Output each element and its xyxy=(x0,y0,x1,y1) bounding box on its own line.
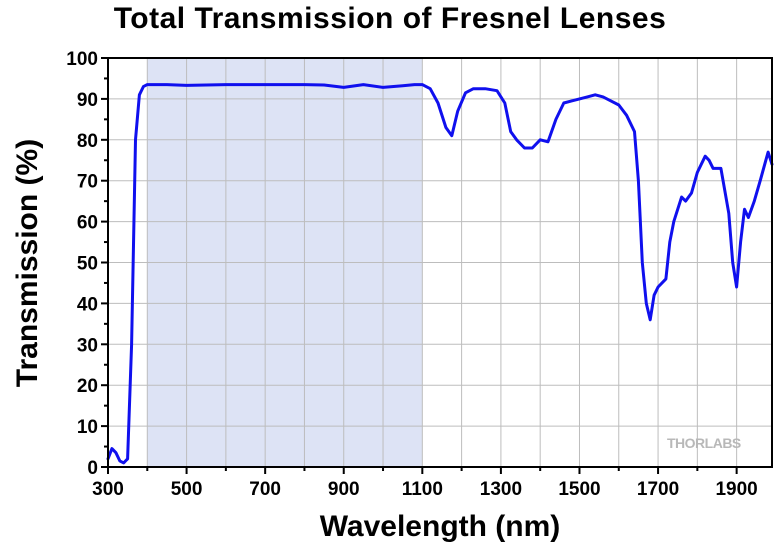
y-tick-label: 50 xyxy=(77,254,98,275)
x-tick-label: 1900 xyxy=(715,479,757,500)
thorlabs-logo: THORLABS xyxy=(667,435,741,451)
y-tick-label: 90 xyxy=(77,90,98,111)
y-tick-label: 10 xyxy=(77,417,98,438)
y-tick-label: 70 xyxy=(77,172,98,193)
chart-title: Total Transmission of Fresnel Lenses xyxy=(113,2,667,35)
x-tick-label: 1700 xyxy=(637,479,679,500)
x-tick-label: 500 xyxy=(171,479,203,500)
y-tick-label: 100 xyxy=(66,49,98,70)
y-tick-label: 80 xyxy=(77,131,98,152)
x-tick-label: 1100 xyxy=(402,479,443,500)
x-tick-label: 1300 xyxy=(480,479,522,500)
y-tick-label: 40 xyxy=(77,294,98,315)
y-tick-label: 20 xyxy=(77,376,98,397)
x-tick-label: 700 xyxy=(249,479,281,500)
y-tick-label: 60 xyxy=(77,213,98,234)
y-tick-label: 30 xyxy=(77,335,98,356)
x-tick-label: 300 xyxy=(92,479,124,500)
x-tick-label: 1500 xyxy=(558,479,600,500)
x-tick-label: 900 xyxy=(328,479,360,500)
x-axis-label: Wavelength (nm) xyxy=(319,510,561,543)
y-tick-label: 0 xyxy=(87,458,98,479)
series-line-0 xyxy=(106,83,774,465)
